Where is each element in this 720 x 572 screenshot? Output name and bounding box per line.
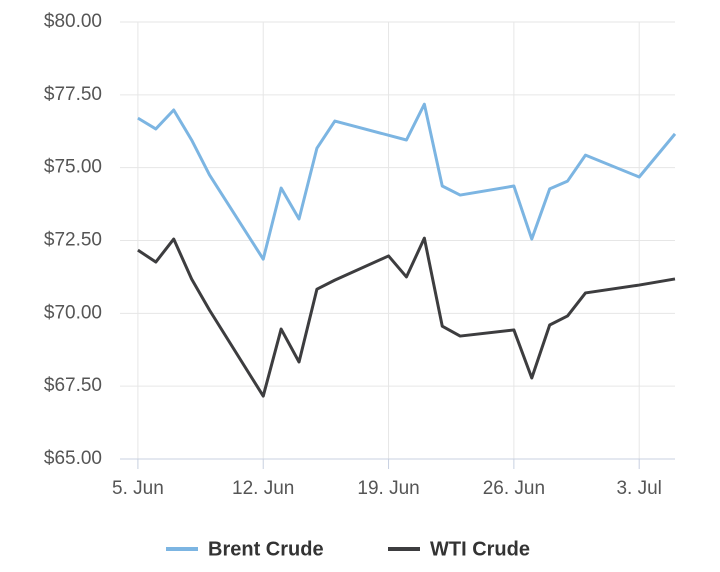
y-tick-label: $72.50 — [44, 230, 102, 251]
x-tick-label: 26. Jun — [483, 478, 545, 499]
y-tick-label: $65.00 — [44, 448, 102, 469]
legend-label: Brent Crude — [208, 538, 324, 560]
y-tick-label: $70.00 — [44, 302, 102, 323]
x-tick-label: 5. Jun — [112, 478, 164, 499]
y-tick-label: $80.00 — [44, 11, 102, 32]
x-tick-label: 3. Jul — [616, 478, 661, 499]
series-line — [137, 102, 677, 261]
x-tick-label: 19. Jun — [357, 478, 419, 499]
legend-label: WTI Crude — [430, 538, 530, 560]
legend-item: WTI Crude — [388, 538, 530, 560]
y-tick-label: $67.50 — [44, 375, 102, 396]
y-tick-label: $75.00 — [44, 157, 102, 178]
y-tick-label: $77.50 — [44, 84, 102, 105]
legend: Brent Crude WTI Crude — [166, 538, 530, 560]
x-tick-label: 12. Jun — [232, 478, 294, 499]
series-line — [137, 236, 676, 398]
legend-item: Brent Crude — [166, 538, 324, 560]
